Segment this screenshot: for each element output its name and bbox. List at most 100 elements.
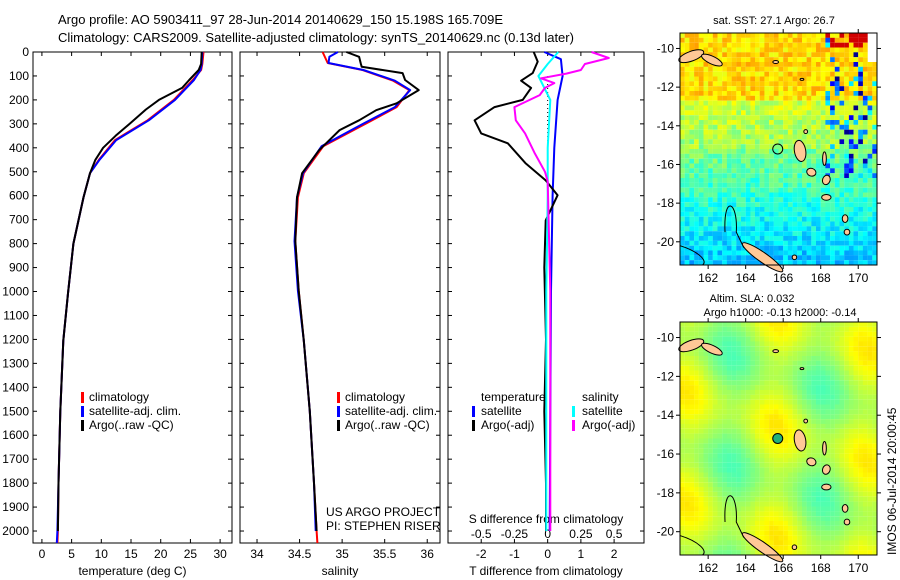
map-cell xyxy=(726,331,732,337)
map-cell xyxy=(750,207,756,212)
map-cell xyxy=(689,105,695,111)
land-island xyxy=(843,228,851,236)
map-cell xyxy=(811,202,817,208)
map-cell xyxy=(741,365,746,371)
map-cell xyxy=(834,57,840,63)
map-cell xyxy=(745,540,751,546)
map-cell xyxy=(689,535,695,541)
map-cell xyxy=(858,231,863,237)
map-cell xyxy=(848,385,854,390)
map-cell xyxy=(816,351,821,356)
map-cell xyxy=(797,482,803,488)
map-cell xyxy=(745,467,751,473)
map-cell xyxy=(759,149,765,154)
map-cell xyxy=(689,467,695,473)
map-cell xyxy=(834,47,840,53)
map-cell xyxy=(703,511,709,517)
map-cell xyxy=(839,37,845,43)
map-cell xyxy=(698,76,704,82)
map-cell xyxy=(708,448,713,454)
map-cell xyxy=(839,57,845,63)
map-cell xyxy=(783,105,788,111)
map-cell xyxy=(839,370,845,376)
map-cell xyxy=(839,365,845,371)
map-cell xyxy=(834,120,840,125)
map-cell xyxy=(769,129,774,135)
map-cell xyxy=(773,245,779,251)
map-cell xyxy=(731,467,737,473)
map-cell xyxy=(684,42,690,48)
map-cell xyxy=(731,255,737,261)
map-cell xyxy=(872,370,878,376)
map-cell xyxy=(769,202,774,208)
map-cell xyxy=(792,331,798,337)
map-cell xyxy=(853,501,859,507)
map-cell xyxy=(698,37,704,43)
map-cell xyxy=(778,404,784,410)
map-cell xyxy=(862,221,868,227)
map-cell xyxy=(722,115,727,121)
map-cell xyxy=(684,438,690,444)
map-cell xyxy=(853,66,859,72)
lon-tick-label: 166 xyxy=(773,271,793,285)
map-cell xyxy=(872,477,878,483)
map-cell xyxy=(778,356,784,361)
map-cell xyxy=(736,370,742,376)
map-cell xyxy=(750,390,756,395)
map-cell xyxy=(731,192,737,198)
map-cell xyxy=(750,124,756,130)
map-cell xyxy=(802,457,807,463)
map-cell xyxy=(689,71,695,77)
map-cell xyxy=(717,124,723,130)
map-cell xyxy=(736,197,742,203)
map-cell xyxy=(797,394,803,400)
map-cell xyxy=(872,511,878,517)
map-cell xyxy=(741,419,746,424)
map-cell xyxy=(694,216,699,222)
map-cell xyxy=(806,62,812,67)
map-cell xyxy=(853,462,859,468)
map-cell xyxy=(717,540,723,546)
map-cell xyxy=(778,530,784,536)
map-cell xyxy=(787,226,793,232)
map-cell xyxy=(816,331,821,337)
map-cell xyxy=(816,236,821,241)
map-cell xyxy=(731,511,737,517)
map-cell xyxy=(778,42,784,48)
map-cell xyxy=(825,221,831,227)
map-cell xyxy=(825,385,831,390)
map-cell xyxy=(750,360,756,366)
map-cell xyxy=(712,404,718,410)
map-cell xyxy=(858,423,863,429)
map-cell xyxy=(722,120,727,125)
map-cell xyxy=(872,100,878,106)
map-cell xyxy=(703,192,709,198)
map-cell xyxy=(759,207,765,212)
map-cell xyxy=(745,187,751,193)
map-cell xyxy=(731,506,737,512)
map-cell xyxy=(783,467,788,473)
map-cell xyxy=(726,375,732,381)
map-cell xyxy=(731,187,737,193)
map-cell xyxy=(703,351,709,356)
map-cell xyxy=(698,115,704,121)
map-cell xyxy=(844,52,849,58)
map-cell xyxy=(726,105,732,111)
map-cell xyxy=(867,139,873,145)
map-cell xyxy=(792,365,798,371)
map-cell xyxy=(764,326,770,332)
map-cell xyxy=(802,326,807,332)
map-cell xyxy=(778,52,784,58)
map-cell xyxy=(825,260,831,266)
map-cell xyxy=(736,255,742,261)
map-cell xyxy=(703,360,709,366)
map-cell xyxy=(844,511,849,517)
map-cell xyxy=(703,216,709,222)
map-cell xyxy=(680,419,685,424)
map-cell xyxy=(731,202,737,208)
map-cell xyxy=(722,91,727,96)
land-island xyxy=(793,429,807,452)
map-cell xyxy=(867,385,873,390)
map-cell xyxy=(783,100,788,106)
map-cell xyxy=(825,71,831,77)
